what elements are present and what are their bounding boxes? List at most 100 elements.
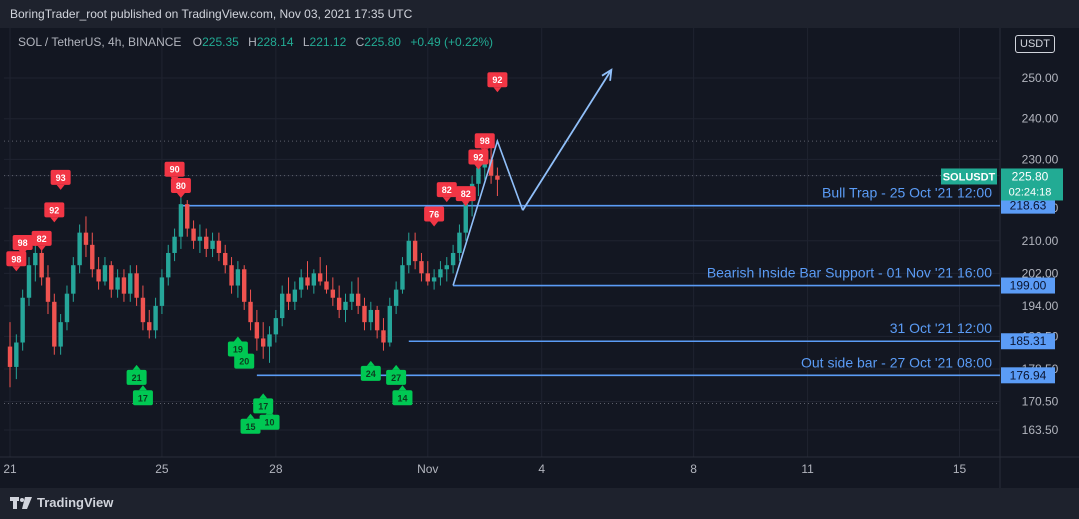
candle bbox=[39, 252, 44, 278]
candle bbox=[223, 252, 228, 266]
signal-badge bbox=[436, 182, 457, 198]
signal-label: 17 bbox=[258, 401, 268, 411]
high-label: H bbox=[248, 35, 257, 49]
candle bbox=[336, 297, 342, 310]
triangle-drawing bbox=[452, 138, 524, 286]
candle bbox=[7, 346, 13, 367]
candle bbox=[381, 330, 386, 343]
countdown-label: 02:24:18 bbox=[1009, 186, 1052, 198]
candle bbox=[153, 305, 158, 331]
candle bbox=[355, 293, 361, 306]
candle bbox=[96, 269, 101, 282]
signal-pointer bbox=[138, 385, 147, 391]
candle bbox=[172, 236, 177, 253]
signal-badge bbox=[31, 230, 52, 246]
signal-pointer bbox=[132, 364, 141, 370]
signal-badge bbox=[6, 251, 27, 267]
candle bbox=[349, 293, 355, 302]
candle bbox=[298, 277, 304, 290]
signal-badge bbox=[468, 149, 489, 165]
time-tick-label: 11 bbox=[801, 462, 814, 476]
candle bbox=[178, 204, 184, 237]
signal-pointer bbox=[493, 87, 502, 93]
signal-badge bbox=[386, 369, 407, 385]
candle bbox=[419, 261, 424, 274]
candle bbox=[109, 265, 114, 290]
symbol-title[interactable]: SOL / TetherUS, 4h, BINANCE bbox=[18, 35, 182, 49]
candle bbox=[235, 269, 241, 286]
signal-label: 92 bbox=[49, 205, 59, 215]
candle bbox=[317, 273, 323, 282]
tradingview-logo-icon bbox=[10, 496, 32, 509]
candle bbox=[368, 309, 374, 323]
time-tick-label: 25 bbox=[155, 462, 169, 476]
price-tick-label: 194.00 bbox=[1022, 299, 1059, 313]
signal-label: 21 bbox=[132, 373, 142, 383]
sell-signal: 82 bbox=[455, 186, 476, 207]
buy-signal: 24 bbox=[360, 360, 381, 381]
sell-signal: 80 bbox=[170, 178, 191, 199]
projection-arrow bbox=[521, 69, 613, 211]
close-value: 225.80 bbox=[364, 35, 401, 49]
price-tick-label: 163.50 bbox=[1022, 423, 1059, 437]
signal-label: 15 bbox=[246, 422, 256, 432]
candle bbox=[71, 265, 76, 294]
level-value-badge bbox=[1001, 277, 1055, 294]
buy-signal: 17 bbox=[132, 385, 153, 406]
signal-badge bbox=[170, 178, 191, 194]
candle bbox=[140, 297, 146, 323]
arrow-head-icon bbox=[601, 68, 613, 81]
candle bbox=[185, 204, 190, 229]
ohlc-legend: SOL / TetherUS, 4h, BINANCE O225.35 H228… bbox=[18, 35, 499, 49]
signal-label: 24 bbox=[366, 369, 376, 379]
candle bbox=[52, 301, 57, 347]
candle bbox=[387, 305, 392, 343]
time-tick-label: 8 bbox=[690, 462, 697, 476]
time-axis[interactable]: 21 25 28 Nov 4 8 11 15 bbox=[3, 462, 966, 476]
signal-badge bbox=[132, 390, 153, 406]
time-tick-label: Nov bbox=[417, 462, 438, 476]
level-value-badge bbox=[1001, 367, 1055, 384]
level-value-label: 199.00 bbox=[1010, 279, 1047, 293]
candle bbox=[488, 159, 494, 176]
signal-label: 76 bbox=[429, 209, 439, 219]
price-tick-label: 202.00 bbox=[1022, 266, 1059, 280]
candle bbox=[450, 252, 456, 266]
drawings bbox=[452, 68, 613, 286]
signal-pointer bbox=[240, 348, 249, 354]
candle bbox=[273, 318, 279, 335]
low-value: 221.12 bbox=[309, 35, 347, 49]
currency-button[interactable]: USDT bbox=[1015, 35, 1055, 53]
tradingview-brand: TradingView bbox=[37, 495, 114, 510]
tradingview-logo[interactable]: TradingView bbox=[10, 495, 113, 510]
candle bbox=[216, 240, 222, 253]
signal-pointer bbox=[18, 249, 27, 255]
candle bbox=[90, 244, 95, 270]
candle bbox=[431, 277, 437, 282]
signal-label: 82 bbox=[442, 185, 452, 195]
candle bbox=[121, 277, 127, 294]
candle bbox=[463, 200, 468, 233]
signal-pointer bbox=[50, 217, 59, 223]
price-axis[interactable]: 163.50170.50178.50186.50194.00202.00210.… bbox=[941, 71, 1063, 437]
candle bbox=[444, 265, 449, 270]
candle bbox=[166, 252, 171, 278]
signal-badge bbox=[259, 414, 280, 430]
candle bbox=[330, 289, 336, 298]
signal-pointer bbox=[176, 193, 185, 199]
level-label: Out side bar - 27 Oct '21 08:00 bbox=[801, 354, 992, 370]
symbol-badge-label: SOLUSDT bbox=[943, 171, 996, 183]
signal-badge bbox=[360, 365, 381, 381]
open-value: 225.35 bbox=[202, 35, 239, 49]
sell-signal: 76 bbox=[424, 206, 445, 227]
symbol-badge bbox=[941, 168, 997, 185]
candle bbox=[58, 322, 63, 347]
sell-signal: 92 bbox=[44, 202, 65, 223]
signal-pointer bbox=[398, 385, 407, 391]
candle bbox=[197, 236, 203, 241]
signal-pointer bbox=[259, 393, 268, 399]
candle bbox=[406, 240, 411, 266]
candle bbox=[286, 293, 291, 302]
buy-signal: 15 bbox=[240, 413, 261, 434]
